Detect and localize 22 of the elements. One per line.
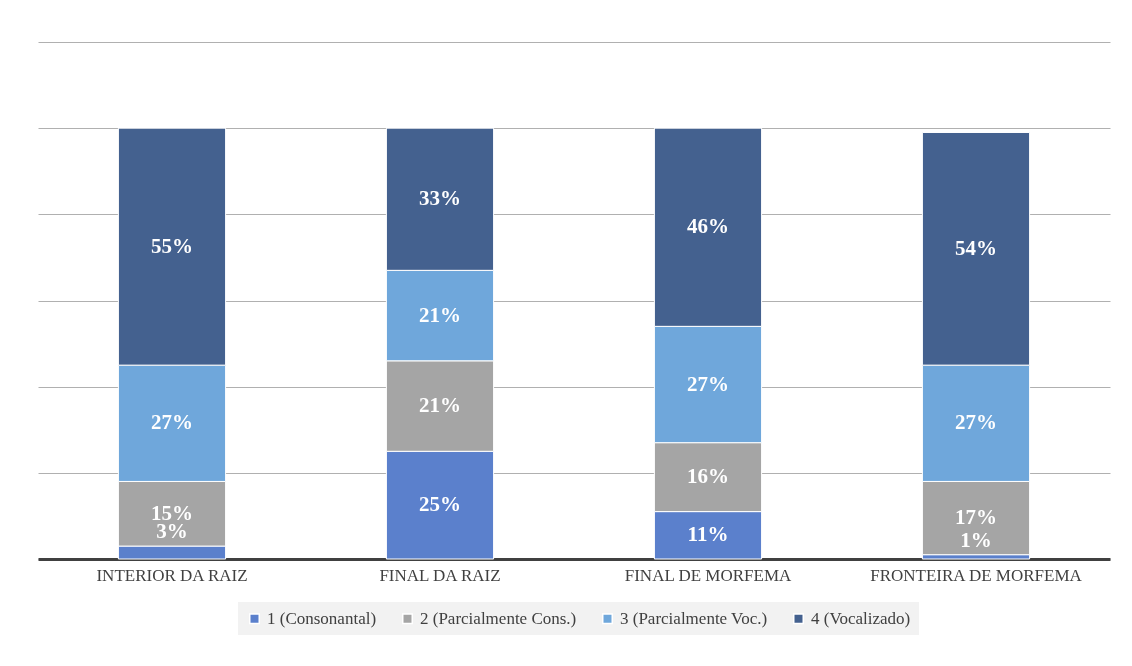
data-label: 54%	[955, 235, 997, 260]
data-label: 46%	[687, 214, 729, 239]
data-label: 17%	[955, 505, 997, 530]
data-label: 11%	[687, 522, 729, 547]
legend-label: 3 (Parcialmente Voc.)	[620, 608, 768, 628]
x-tick-label: FRONTEIRA DE MORFEMA	[870, 565, 1083, 585]
legend-label: 2 (Parcialmente Cons.)	[420, 608, 577, 628]
data-label: 27%	[955, 410, 997, 435]
data-label: 55%	[151, 233, 193, 258]
data-label: 25%	[419, 492, 461, 517]
data-label: 21%	[419, 302, 461, 327]
x-tick-label: FINAL DA RAIZ	[379, 565, 501, 585]
x-tick-label: INTERIOR DA RAIZ	[96, 565, 248, 585]
x-tick-label: FINAL DE MORFEMA	[624, 565, 792, 585]
data-label: 33%	[419, 186, 461, 211]
data-label: 16%	[687, 464, 729, 489]
data-label: 1%	[960, 527, 992, 552]
data-label: 27%	[151, 410, 193, 435]
legend-label: 1 (Consonantal)	[267, 608, 377, 628]
data-label: 21%	[419, 393, 461, 418]
legend-label: 4 (Vocalizado)	[811, 608, 911, 628]
data-label: 27%	[687, 371, 729, 396]
